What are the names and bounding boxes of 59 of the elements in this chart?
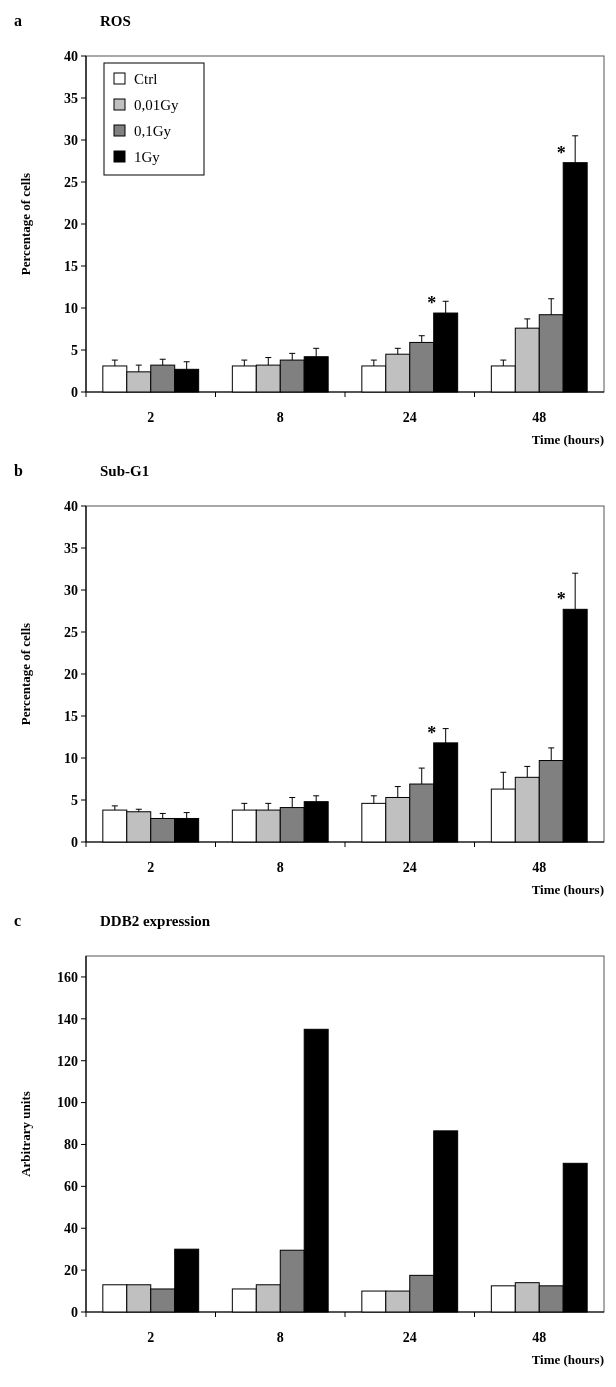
y-tick-label: 120 [57, 1053, 78, 1069]
x-tick-label: 48 [532, 410, 547, 425]
y-tick-label: 5 [71, 792, 78, 808]
y-tick-label: 20 [64, 216, 78, 232]
x-axis-title: Time (hours) [531, 1352, 604, 1367]
y-tick-label: 0 [71, 384, 78, 400]
x-tick-label: 2 [147, 860, 155, 875]
y-tick-label: 30 [64, 132, 78, 148]
chart-title: ROS [100, 13, 131, 29]
x-axis-title: Time (hours) [531, 882, 604, 897]
y-axis-title: Arbitrary units [18, 1091, 33, 1177]
y-tick-label: 30 [64, 582, 78, 598]
y-tick-label: 0 [71, 834, 78, 850]
y-tick-label: 100 [57, 1095, 78, 1111]
y-tick-label: 20 [64, 1263, 78, 1279]
y-tick-label: 25 [64, 174, 78, 190]
y-tick-label: 20 [64, 666, 78, 682]
y-axis-title: Percentage of cells [18, 622, 33, 726]
y-tick-label: 35 [64, 90, 78, 106]
significance-mark: * [556, 589, 566, 610]
x-tick-label: 24 [402, 410, 417, 425]
legend-label: Ctrl [134, 71, 158, 88]
x-tick-label: 8 [276, 410, 284, 425]
y-tick-label: 80 [64, 1137, 78, 1153]
y-tick-label: 15 [64, 708, 78, 724]
y-tick-label: 10 [64, 300, 78, 316]
y-tick-label: 60 [64, 1179, 78, 1195]
x-tick-label: 48 [532, 860, 547, 875]
chart-title: Sub-G1 [100, 463, 150, 479]
chart-title: DDB2 expression [100, 913, 211, 929]
legend-label: 0,01Gy [134, 97, 180, 114]
x-tick-label: 2 [147, 410, 155, 425]
y-axis-title: Percentage of cells [18, 172, 33, 276]
y-tick-label: 10 [64, 750, 78, 766]
y-tick-label: 35 [64, 540, 78, 556]
y-tick-label: 25 [64, 624, 78, 640]
x-tick-label: 2 [147, 1330, 155, 1345]
significance-mark: * [556, 142, 566, 163]
y-tick-label: 5 [71, 342, 78, 358]
y-tick-label: 15 [64, 258, 78, 274]
y-tick-label: 40 [64, 48, 78, 64]
x-tick-label: 24 [402, 860, 417, 875]
x-tick-label: 8 [276, 1330, 284, 1345]
x-tick-label: 48 [532, 1330, 547, 1345]
text: b [14, 462, 23, 479]
legend-label: 1Gy [134, 149, 161, 166]
text: c [14, 912, 22, 929]
significance-mark: * [427, 722, 437, 743]
x-axis-title: Time (hours) [531, 432, 604, 447]
y-tick-label: 40 [64, 1221, 78, 1237]
y-tick-label: 140 [57, 1011, 78, 1027]
significance-mark: * [427, 293, 437, 314]
text: a [14, 12, 22, 29]
x-tick-label: 8 [276, 860, 284, 875]
x-tick-label: 24 [402, 1330, 417, 1345]
y-tick-label: 0 [71, 1304, 78, 1320]
y-tick-label: 40 [64, 498, 78, 514]
legend-label: 0,1Gy [134, 123, 172, 140]
y-tick-label: 160 [57, 969, 78, 985]
